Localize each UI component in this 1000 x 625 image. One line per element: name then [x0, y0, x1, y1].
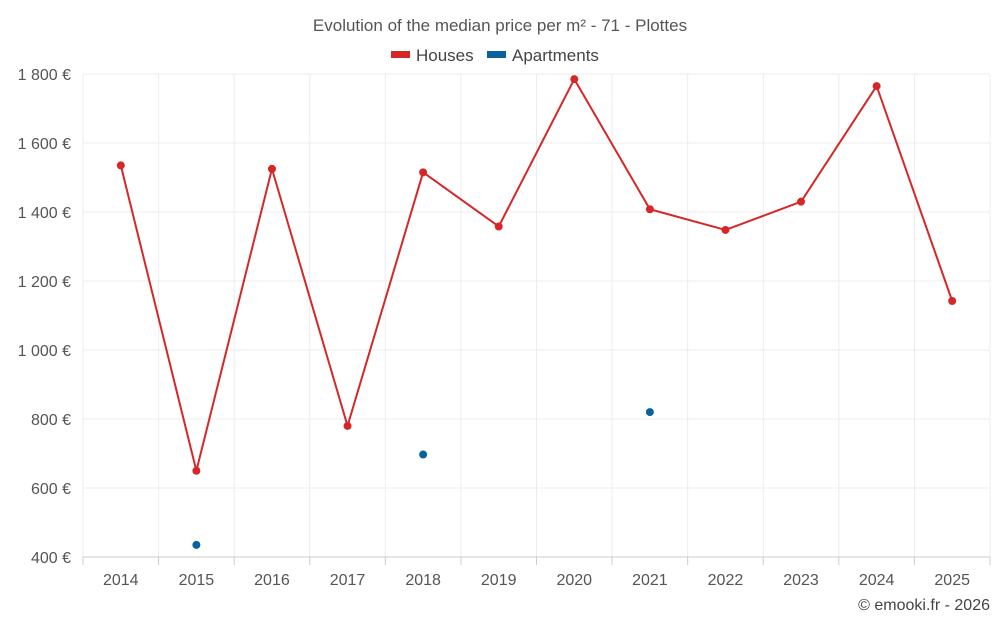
y-tick-label: 400 € — [31, 550, 71, 567]
data-point-houses-2018[interactable] — [419, 168, 428, 177]
x-tick-label: 2020 — [556, 572, 592, 589]
legend-label-houses: Houses — [416, 46, 474, 65]
data-point-houses-2025[interactable] — [948, 297, 957, 306]
y-tick-label: 1 800 € — [18, 67, 71, 84]
x-tick-label: 2025 — [934, 572, 970, 589]
legend-swatch-apartments — [487, 51, 506, 58]
x-tick-label: 2015 — [179, 572, 215, 589]
data-point-houses-2023[interactable] — [797, 197, 806, 206]
y-tick-label: 600 € — [31, 481, 71, 498]
data-point-houses-2022[interactable] — [721, 225, 730, 234]
data-point-houses-2016[interactable] — [267, 164, 276, 173]
x-tick-label: 2016 — [254, 572, 290, 589]
legend-label-apartments: Apartments — [512, 46, 599, 65]
data-point-houses-2015[interactable] — [192, 466, 201, 475]
series-houses — [116, 75, 957, 475]
legend-item-apartments[interactable]: Apartments — [487, 46, 599, 65]
x-tick-label: 2021 — [632, 572, 668, 589]
credit-text: © emooki.fr - 2026 — [858, 597, 990, 614]
data-point-apartments-2021[interactable] — [645, 408, 654, 417]
series-line-houses — [119, 78, 954, 472]
y-tick-label: 1 600 € — [18, 136, 71, 153]
x-tick-label: 2017 — [330, 572, 366, 589]
data-point-apartments-2018[interactable] — [419, 450, 428, 459]
y-tick-label: 1 400 € — [18, 205, 71, 222]
data-point-houses-2021[interactable] — [645, 205, 654, 214]
grid — [82, 73, 991, 557]
y-tick-label: 1 200 € — [18, 274, 71, 291]
x-tick-label: 2022 — [708, 572, 744, 589]
legend-swatch-houses — [391, 51, 410, 58]
y-tick-label: 1 000 € — [18, 343, 71, 360]
data-point-houses-2020[interactable] — [570, 75, 579, 84]
legend-item-houses[interactable]: Houses — [391, 46, 474, 65]
axes: 400 € 600 € 800 € 1 000 € 1 200 € 1 400 € 1 60… — [18, 67, 991, 589]
x-tick-label: 2014 — [103, 572, 139, 589]
data-point-apartments-2015[interactable] — [192, 540, 201, 549]
data-point-houses-2017[interactable] — [343, 421, 352, 430]
x-tick-label: 2024 — [859, 572, 895, 589]
series — [116, 75, 957, 549]
data-point-houses-2014[interactable] — [116, 161, 125, 170]
x-tick-label: 2018 — [405, 572, 441, 589]
x-tick-label: 2023 — [783, 572, 819, 589]
chart-title: Evolution of the median price per m² - 7… — [313, 16, 687, 35]
data-point-houses-2019[interactable] — [494, 222, 503, 231]
x-tick-label: 2019 — [481, 572, 517, 589]
legend[interactable]: Houses Apartments — [391, 46, 599, 65]
series-apartments — [192, 408, 654, 549]
y-tick-label: 800 € — [31, 412, 71, 429]
data-point-houses-2024[interactable] — [872, 82, 881, 91]
